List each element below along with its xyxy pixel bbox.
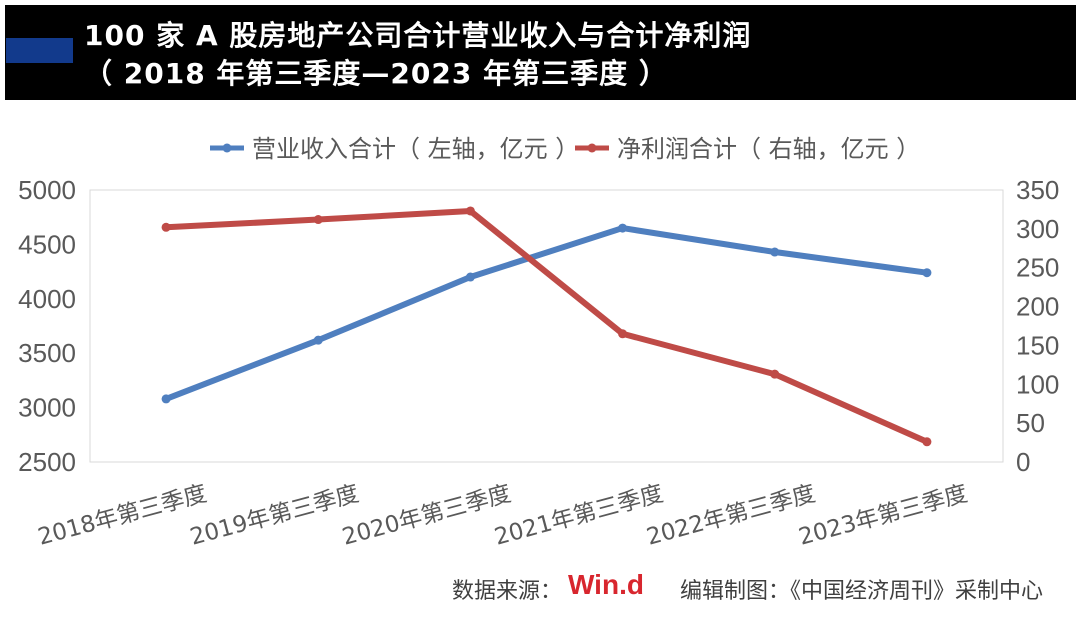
x-tick-label: 2022年第三季度 bbox=[644, 481, 818, 551]
data-point bbox=[922, 268, 932, 278]
series-line-2 bbox=[163, 207, 930, 445]
y-right-tick-label: 100 bbox=[1016, 369, 1059, 399]
data-point bbox=[313, 215, 323, 225]
y-left-tick-label: 3000 bbox=[18, 393, 76, 423]
data-point bbox=[618, 223, 628, 233]
data-point bbox=[465, 206, 475, 216]
legend-marker-2 bbox=[587, 143, 597, 153]
legend-label-1: 营业收入合计（ 左轴，亿元 ） bbox=[252, 135, 579, 163]
x-tick-label: 2021年第三季度 bbox=[492, 481, 666, 551]
credit-text: 编辑制图：《中国经济周刊》采制中心 bbox=[680, 579, 1044, 604]
chart-subtitle: （ 2018 年第三季度—2023 年第三季度 ） bbox=[84, 57, 668, 90]
data-point bbox=[313, 335, 323, 345]
y-right-tick-label: 0 bbox=[1016, 447, 1030, 477]
y-right-tick-label: 50 bbox=[1016, 408, 1045, 438]
data-point bbox=[618, 329, 628, 339]
data-point bbox=[161, 222, 171, 232]
chart-title: 100 家 A 股房地产公司合计营业收入与合计净利润 bbox=[84, 19, 752, 52]
wind-logo: Win.d bbox=[568, 569, 644, 600]
legend-marker-1 bbox=[222, 143, 232, 153]
x-tick-label: 2019年第三季度 bbox=[187, 481, 361, 551]
y-right-tick-label: 200 bbox=[1016, 292, 1059, 322]
y-right-tick-label: 150 bbox=[1016, 330, 1059, 360]
legend-label-2: 净利润合计（ 右轴，亿元 ） bbox=[617, 135, 920, 163]
data-point bbox=[922, 437, 932, 447]
title-accent-bar bbox=[6, 38, 73, 63]
data-point bbox=[770, 369, 780, 379]
x-tick-label: 2023年第三季度 bbox=[796, 481, 970, 551]
series-line-1 bbox=[163, 225, 930, 402]
data-point bbox=[770, 247, 780, 257]
y-right-tick-label: 250 bbox=[1016, 253, 1059, 283]
y-left-tick-label: 3500 bbox=[18, 338, 76, 368]
y-left-tick-label: 4000 bbox=[18, 284, 76, 314]
y-left-tick-label: 2500 bbox=[18, 447, 76, 477]
y-right-tick-label: 300 bbox=[1016, 214, 1059, 244]
y-left-tick-label: 5000 bbox=[18, 175, 76, 205]
plot-area-border bbox=[89, 189, 1004, 463]
x-tick-label: 2020年第三季度 bbox=[340, 481, 514, 551]
title-bar bbox=[5, 5, 1076, 100]
data-point bbox=[161, 394, 171, 404]
y-right-tick-label: 350 bbox=[1016, 175, 1059, 205]
data-point bbox=[465, 272, 475, 282]
source-label: 数据来源： bbox=[452, 579, 563, 604]
y-left-tick-label: 4500 bbox=[18, 229, 76, 259]
x-tick-label: 2018年第三季度 bbox=[35, 481, 209, 551]
